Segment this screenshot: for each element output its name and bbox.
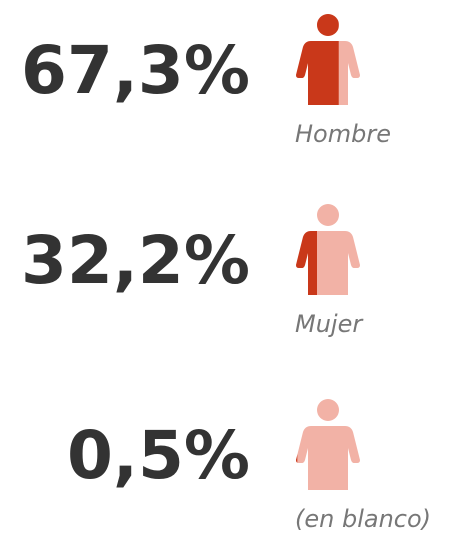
person-icon <box>296 204 360 295</box>
person-icon <box>296 14 360 105</box>
icon-fill <box>296 231 317 295</box>
person-icon <box>296 399 360 490</box>
icon-base <box>296 399 360 490</box>
icon-fill <box>296 454 298 463</box>
icon-fill <box>296 14 339 105</box>
category-label: Mujer <box>295 310 364 338</box>
category-label: Hombre <box>295 120 391 148</box>
percent-label: 67,3% <box>21 32 250 109</box>
percent-label: 0,5% <box>67 417 250 494</box>
category-label: (en blanco) <box>295 505 431 533</box>
percent-label: 32,2% <box>21 222 250 299</box>
